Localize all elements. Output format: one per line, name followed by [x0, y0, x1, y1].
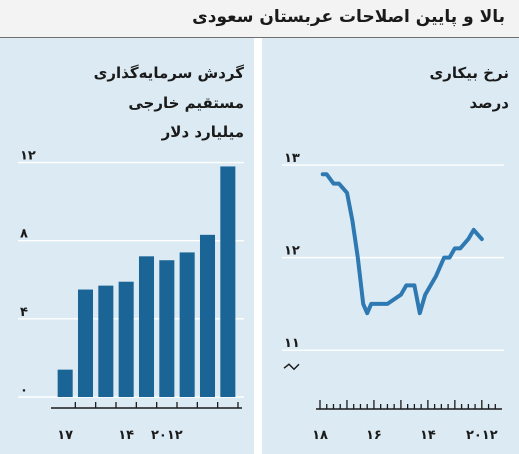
- unemployment-y-tick-label: ۱۳: [284, 151, 300, 166]
- unemployment-title-line-2: درصد: [469, 94, 510, 112]
- fdi-bar: [98, 285, 114, 397]
- fdi-bar: [57, 369, 73, 397]
- figure-header: بالا و پایین اصلاحات عربستان سعودی: [0, 0, 519, 38]
- fdi-bar: [77, 289, 94, 397]
- unemployment-line: [320, 172, 484, 316]
- fdi-bar: [118, 281, 134, 397]
- fdi-bar: [199, 234, 216, 397]
- fdi-bar: [179, 252, 195, 397]
- fdi-panel: گردش سرمایه‌گذاری مستقیم خارجی میلیارد د…: [0, 38, 254, 454]
- fdi-y-tick-label: ۰: [20, 383, 28, 398]
- axis-break-mark: [283, 363, 300, 371]
- figure-title: بالا و پایین اصلاحات عربستان سعودی: [192, 7, 505, 27]
- unemployment-y-tick-label: ۱۲: [284, 244, 300, 259]
- fdi-bar-chart: ۰ ۴ ۸ ۱۲ ۱۷ ۱۴ ۲۰۱۲: [18, 149, 244, 443]
- unemployment-panel: نرخ بیکاری درصد ۱۱ ۱۲ ۱۳ ۱۸ ۱۶ ۱۴ ۲۰۱۲: [262, 38, 519, 454]
- fdi-x-tick-label: ۱۷: [57, 428, 73, 443]
- unemployment-y-tick-label: ۱۱: [284, 336, 300, 351]
- fdi-bar: [138, 256, 155, 397]
- unemployment-x-tick-label: ۱۶: [366, 428, 382, 443]
- fdi-bar: [220, 166, 236, 397]
- unemployment-x-tick-label: ۱۸: [312, 428, 328, 443]
- unemployment-line-chart: ۱۱ ۱۲ ۱۳ ۱۸ ۱۶ ۱۴ ۲۰۱۲: [282, 151, 504, 443]
- unemployment-title-line-1: نرخ بیکاری: [429, 64, 510, 82]
- fdi-title-line-2: مستقیم خارجی: [128, 94, 244, 112]
- fdi-y-tick-label: ۱۲: [20, 149, 36, 164]
- unemployment-x-tick-label: ۱۴: [420, 428, 436, 443]
- fdi-y-tick-label: ۸: [20, 227, 28, 242]
- fdi-title-line-1: گردش سرمایه‌گذاری: [93, 64, 244, 82]
- fdi-y-tick-label: ۴: [20, 305, 28, 320]
- fdi-bar: [159, 260, 175, 397]
- fdi-x-tick-label: ۱۴: [118, 428, 134, 443]
- unemployment-x-tick-label: ۲۰۱۲: [466, 428, 498, 443]
- fdi-x-tick-label: ۲۰۱۲: [151, 428, 183, 443]
- fdi-title-line-3: میلیارد دلار: [161, 123, 244, 141]
